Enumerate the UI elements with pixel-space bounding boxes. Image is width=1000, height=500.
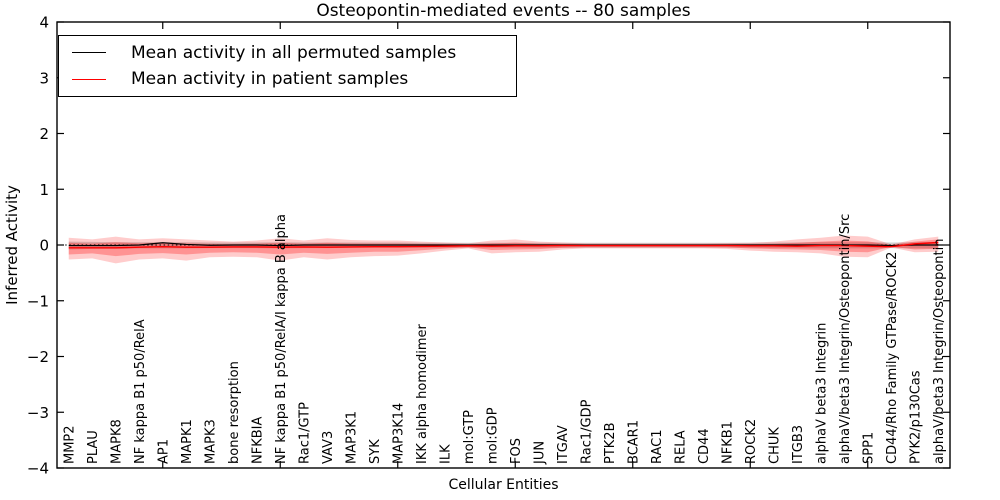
x-tick-label: RELA	[673, 430, 688, 464]
x-tick-label: ITGB3	[791, 425, 806, 464]
x-tick-label: JUN	[532, 441, 547, 465]
x-tick-label: PYK2/p130Cas	[908, 370, 923, 464]
y-tick-label: 3	[39, 69, 49, 87]
x-axis-label: Cellular Entities	[448, 477, 559, 493]
permuted-mean-line	[68, 242, 939, 247]
x-tick-label: ILK	[438, 444, 453, 464]
x-tick-label: mol:GDP	[485, 407, 500, 464]
x-tick-label: CD44	[697, 428, 712, 464]
x-tick-label: SYK	[368, 439, 383, 464]
y-tick-label: −1	[27, 292, 49, 310]
x-tick-label: MAP3K1	[344, 411, 359, 464]
x-tick-label: NF kappa B1 p50/RelA	[133, 319, 148, 464]
x-tick-label: MAPK3	[203, 419, 218, 464]
x-tick-label: AP1	[156, 439, 171, 464]
x-tick-label: CD44/Rho Family GTPase/ROCK2	[885, 252, 900, 464]
x-tick-label: NFKBIA	[250, 417, 265, 464]
x-tick-label: IKK alpha homodimer	[415, 323, 430, 464]
chart-title: Osteopontin-mediated events -- 80 sample…	[316, 1, 691, 21]
y-tick-label: 2	[39, 125, 49, 143]
x-tick-label: BCAR1	[626, 420, 641, 464]
x-tick-label: MAPK8	[109, 419, 124, 464]
x-tick-label: ROCK2	[744, 419, 759, 464]
legend-label-permuted: Mean activity in all permuted samples	[131, 42, 457, 63]
x-tick-label: alphaV/beta3 Integrin/Osteopontin	[932, 239, 947, 464]
legend-item-patient: Mean activity in patient samples	[59, 69, 516, 89]
y-tick-label: 1	[39, 181, 49, 199]
x-tick-label: CHUK	[767, 427, 782, 464]
y-tick-label: −4	[27, 460, 49, 478]
x-tick-label: bone resorption	[227, 361, 242, 464]
x-tick-label: Rac1/GTP	[297, 402, 312, 464]
x-tick-label: MAP3K14	[391, 403, 406, 464]
x-tick-label: MAPK1	[180, 419, 195, 464]
y-tick-label: 4	[39, 14, 49, 32]
x-tick-label: alphaV/beta3 Integrin/Osteopontin/Src	[838, 214, 853, 464]
patient-std-inner-band	[68, 239, 939, 257]
x-tick-label: NFKB1	[720, 421, 735, 464]
legend-line-patient	[72, 78, 106, 80]
y-tick-label: 0	[39, 237, 49, 255]
x-tick-label: SPP1	[861, 432, 876, 464]
x-tick-label: PLAU	[86, 430, 101, 464]
legend: Mean activity in all permuted samples Me…	[58, 35, 517, 97]
x-tick-label: NF kappa B1 p50/RelA/I kappa B alpha	[274, 214, 289, 464]
x-tick-label: VAV3	[321, 431, 336, 464]
x-tick-label: MMP2	[62, 425, 77, 464]
x-tick-label: alphaV beta3 Integrin	[814, 323, 829, 464]
y-tick-label: −2	[27, 348, 49, 366]
patient-mean-line	[68, 241, 939, 249]
legend-item-permuted: Mean activity in all permuted samples	[59, 43, 516, 63]
patient-std-outer-band	[68, 235, 939, 264]
x-tick-label: mol:GTP	[462, 410, 477, 464]
x-tick-label: RAC1	[650, 429, 665, 464]
legend-line-permuted	[72, 52, 106, 54]
x-tick-label: PTK2B	[603, 423, 618, 465]
legend-label-patient: Mean activity in patient samples	[131, 69, 409, 90]
x-tick-label: ITGAV	[556, 425, 571, 464]
y-tick-label: −3	[27, 404, 49, 422]
x-tick-label: Rac1/GDP	[579, 399, 594, 464]
x-tick-label: FOS	[509, 438, 524, 464]
